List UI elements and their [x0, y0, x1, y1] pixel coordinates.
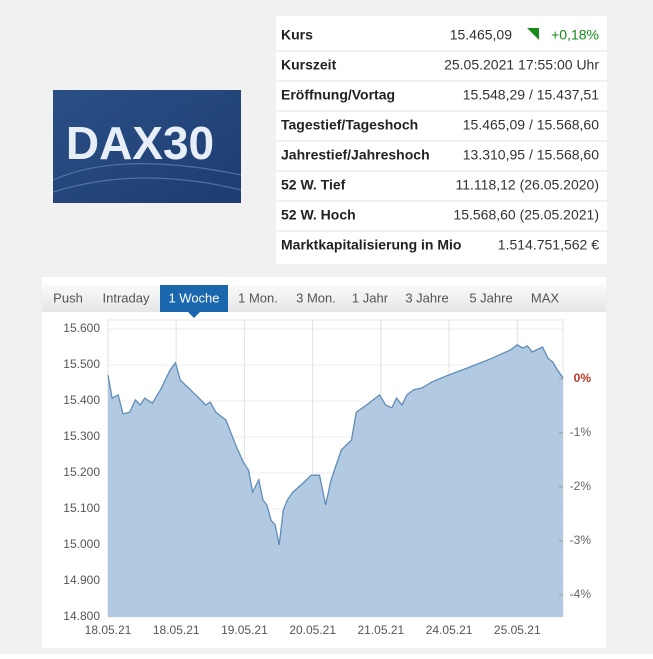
- y-tick-label: 14.800: [63, 609, 100, 623]
- y-tick-label: 15.000: [63, 537, 100, 551]
- x-tick-label: 24.05.21: [426, 623, 473, 637]
- area: [108, 344, 563, 617]
- trend-arrow: [527, 28, 539, 40]
- x-tick-label: 18.05.21: [153, 623, 200, 637]
- y2-tick-label: -3%: [570, 533, 592, 547]
- tab[interactable]: MAX: [531, 290, 560, 305]
- row-label: Tagestief/Tageshoch: [281, 117, 418, 133]
- tab-active[interactable]: 1 Woche: [168, 290, 219, 305]
- row-value: 13.310,95 / 15.568,60: [463, 147, 599, 163]
- row-value: 11.118,12 (26.05.2020): [456, 177, 600, 193]
- tab[interactable]: Intraday: [103, 290, 150, 305]
- row-value: 1.514.751,562 €: [498, 237, 599, 253]
- y-tick-label: 15.100: [63, 501, 100, 515]
- tab[interactable]: 1 Jahr: [352, 290, 389, 305]
- x-tick-label: 25.05.21: [494, 623, 541, 637]
- row-value: 15.568,60 (25.05.2021): [453, 207, 599, 223]
- x-tick-label: 20.05.21: [289, 623, 336, 637]
- y-tick-label: 15.300: [63, 429, 100, 443]
- y-tick-label: 15.600: [63, 321, 100, 335]
- y-tick-label: 15.500: [63, 357, 100, 371]
- row-value: 15.465,09: [450, 27, 512, 43]
- row-label: 52 W. Hoch: [281, 207, 356, 223]
- y-tick-label: 15.400: [63, 393, 100, 407]
- logo-text: DAX30: [66, 117, 214, 169]
- row-label: Kurs: [281, 27, 313, 43]
- y2-tick-label: -2%: [570, 479, 592, 493]
- x-tick-label: 18.05.21: [85, 623, 132, 637]
- tab[interactable]: 5 Jahre: [469, 290, 512, 305]
- row-label: Jahrestief/Jahreshoch: [281, 147, 430, 163]
- row-value: 25.05.2021 17:55:00 Uhr: [444, 57, 599, 73]
- tab[interactable]: 3 Mon.: [296, 290, 336, 305]
- tab[interactable]: 3 Jahre: [405, 290, 448, 305]
- active-tab-notch: [188, 312, 200, 318]
- y2-tick-label: 0%: [574, 371, 592, 385]
- active-tab-bg: [160, 285, 228, 312]
- tab-bar: [42, 285, 606, 312]
- logo-decoration: [52, 163, 242, 193]
- y2-tick-label: -4%: [570, 587, 592, 601]
- row-label: 52 W. Tief: [281, 177, 346, 193]
- tab[interactable]: 1 Mon.: [238, 290, 278, 305]
- y-tick-label: 15.200: [63, 465, 100, 479]
- row-value: 15.465,09 / 15.568,60: [463, 117, 599, 133]
- quote-table: [276, 16, 607, 264]
- x-tick-label: 21.05.21: [358, 623, 405, 637]
- x-tick-label: 19.05.21: [221, 623, 268, 637]
- row-label: Kurszeit: [281, 57, 337, 73]
- row-value: 15.548,29 / 15.437,51: [463, 87, 599, 103]
- y2-tick-label: -1%: [570, 425, 592, 439]
- row-label: Eröffnung/Vortag: [281, 87, 395, 103]
- tab[interactable]: Push: [53, 290, 83, 305]
- row-change: +0,18%: [551, 27, 599, 43]
- y-tick-label: 14.900: [63, 573, 100, 587]
- price-line: [107, 344, 564, 546]
- row-label: Marktkapitalisierung in Mio: [281, 237, 461, 253]
